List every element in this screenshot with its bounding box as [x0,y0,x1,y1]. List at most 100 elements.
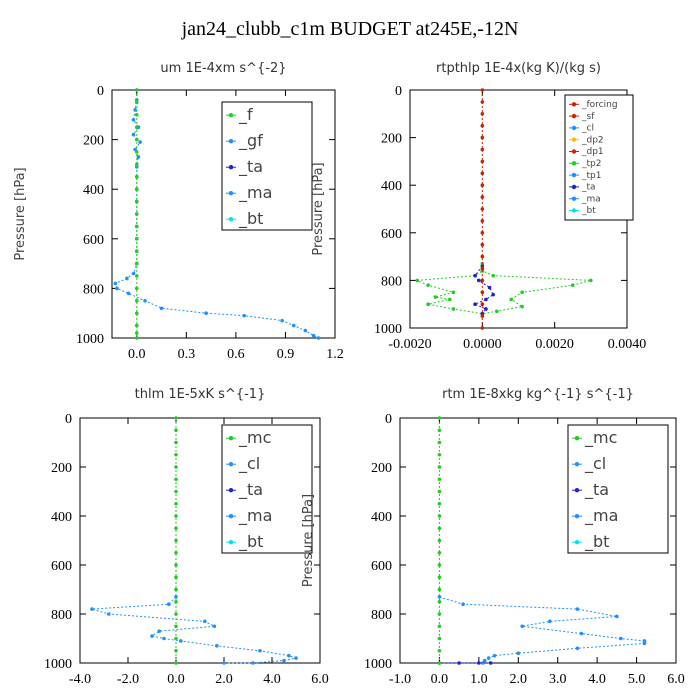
legend-label: _ta [584,480,609,500]
data-point [174,587,178,592]
data-point [437,489,442,494]
data-point [258,648,262,653]
series-line-cl [439,596,645,664]
legend-label: _bt [238,209,263,229]
x-tick-label: 0.3 [178,347,196,362]
data-point [426,283,430,287]
y-tick-label: 400 [83,183,104,198]
data-point [480,231,485,235]
data-point [484,307,488,311]
data-point [548,619,552,624]
legend-marker [574,462,580,467]
data-point [115,286,119,291]
legend-label: _ma [238,506,272,526]
data-point [174,624,178,629]
data-point [251,661,255,665]
y-tick-label: 400 [371,510,392,525]
data-point [480,242,485,247]
data-point [204,311,208,316]
x-tick-label: 1.2 [326,347,344,362]
panel-title: rtpthlp 1E-4x(kg K)/(kg s) [436,61,601,76]
y-tick-label: 800 [381,274,402,289]
data-point [487,285,492,290]
legend-label: _gf [238,131,263,151]
y-tick-label: 600 [381,227,402,242]
series-line-ta [473,265,494,315]
data-point [134,274,139,278]
x-tick-label: 0.6 [227,347,245,362]
data-point [480,302,485,307]
x-tick-label: 6.0 [311,672,329,687]
data-point [136,155,141,159]
legend-label: _ma [238,183,272,203]
legend-marker [571,113,577,119]
data-point [481,661,485,665]
data-point [488,661,493,665]
data-point [451,290,456,295]
data-point [174,526,178,531]
data-point [159,306,164,311]
data-point [303,328,308,333]
data-point [492,653,497,658]
x-tick-label: 2.0 [215,672,233,687]
data-point [476,278,481,283]
data-point [484,297,488,302]
legend-label: _ta [581,183,596,193]
data-point [473,273,477,278]
legend-marker [228,514,234,519]
data-point [134,100,139,105]
data-point [134,150,139,154]
x-tick-label: 0.0000 [463,337,502,352]
data-point [437,465,442,469]
data-point [133,108,137,112]
legend-marker [571,184,577,190]
data-point [203,619,207,624]
data-point [480,314,485,318]
data-point [212,624,217,629]
data-point [174,636,178,641]
y-tick-label: 600 [51,559,72,574]
y-tick-label: 800 [371,608,392,623]
legend-marker [571,196,577,201]
x-tick-label: -1.0 [389,672,411,687]
data-point [134,162,139,167]
data-point [174,612,178,616]
legend-marker [228,217,234,222]
data-point [473,302,477,307]
data-point [437,452,442,457]
legend-label: _tp1 [581,171,601,181]
data-point [287,653,291,658]
data-point [174,452,178,457]
legend-marker [574,514,580,519]
data-point [482,658,487,663]
legend-marker [571,172,577,178]
data-point [179,639,183,643]
x-tick-label: 5.0 [628,672,646,687]
legend-label: _dp2 [581,135,604,145]
data-point [134,137,139,142]
data-point [520,624,525,629]
legend-box [221,101,313,231]
data-point [437,550,442,555]
y-axis-label: Pressure [hPa] [13,167,28,260]
data-point [134,125,139,129]
y-tick-label: 0 [385,412,392,427]
data-point [589,278,593,283]
y-tick-label: 200 [371,461,392,476]
chart-panel-2: rtpthlp 1E-4x(kg K)/(kg s) Pressure [hPa]… [311,61,646,352]
data-point [294,656,298,660]
data-point [134,212,139,216]
data-point [131,132,136,137]
legend-label: _cl [581,124,594,134]
data-point [570,283,575,287]
y-tick-label: 200 [381,132,402,147]
data-point [174,428,178,433]
y-tick-label: 0 [97,84,104,99]
data-point [162,636,166,641]
data-point [174,563,178,567]
data-point [447,297,452,302]
data-point [516,651,521,655]
legend-label: _sf [581,112,595,122]
data-point [134,113,139,117]
